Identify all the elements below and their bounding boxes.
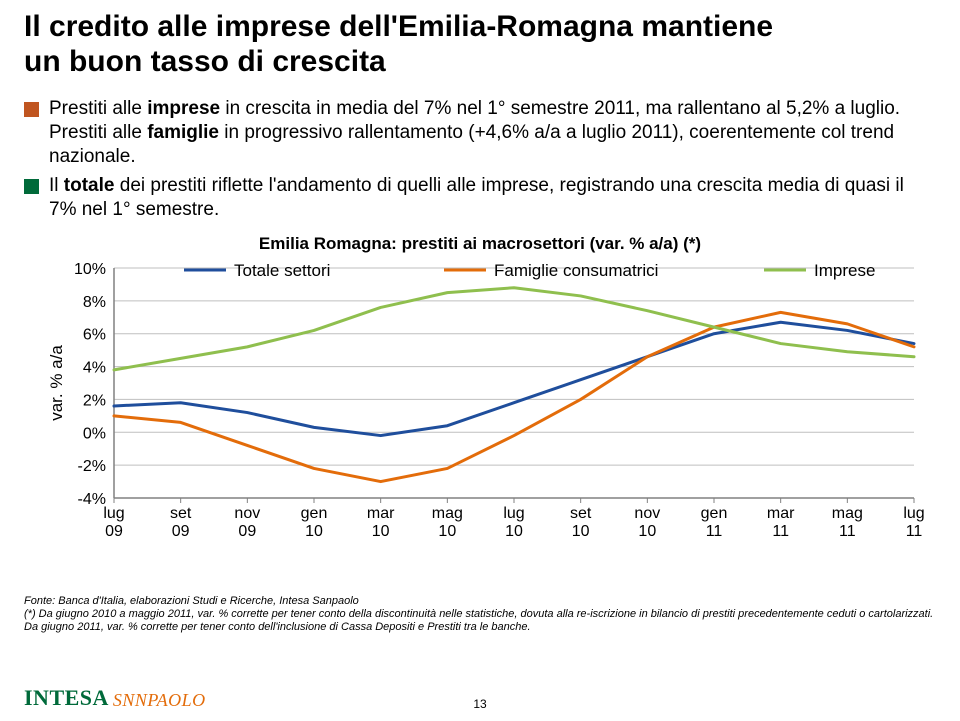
title-line-1: Il credito alle imprese dell'Emilia-Roma… — [24, 10, 773, 43]
svg-text:var. % a/a: var. % a/a — [47, 344, 66, 420]
chart-title: Emilia Romagna: prestiti ai macrosettori… — [24, 234, 936, 254]
svg-text:10: 10 — [372, 523, 390, 540]
svg-text:6%: 6% — [83, 326, 106, 343]
svg-text:mag: mag — [432, 505, 463, 522]
svg-text:gen: gen — [701, 505, 728, 522]
title-line-2: un buon tasso di crescita — [24, 45, 386, 78]
bullet-item: Il totale dei prestiti riflette l'andame… — [24, 174, 936, 222]
svg-text:mar: mar — [767, 505, 795, 522]
bullet-text: Prestiti alle imprese in crescita in med… — [49, 97, 936, 168]
chart-container: -4%-2%0%2%4%6%8%10%lug09set09nov09gen10m… — [34, 258, 934, 589]
svg-text:10%: 10% — [74, 261, 106, 278]
svg-text:11: 11 — [906, 523, 923, 540]
slide-title: Il credito alle imprese dell'Emilia-Roma… — [24, 10, 936, 79]
svg-text:09: 09 — [238, 523, 256, 540]
page-number: 13 — [473, 697, 486, 711]
svg-text:10: 10 — [438, 523, 456, 540]
svg-text:4%: 4% — [83, 359, 106, 376]
svg-text:nov: nov — [234, 505, 260, 522]
svg-text:lug: lug — [903, 505, 924, 522]
logo-part-2: SNNPAOLO — [113, 690, 206, 711]
bullet-square-icon — [24, 179, 39, 194]
svg-text:set: set — [170, 505, 192, 522]
svg-text:Imprese: Imprese — [814, 261, 875, 280]
line-chart: -4%-2%0%2%4%6%8%10%lug09set09nov09gen10m… — [34, 258, 934, 584]
footnote: Fonte: Banca d'Italia, elaborazioni Stud… — [24, 595, 936, 635]
svg-text:10: 10 — [505, 523, 523, 540]
svg-text:mag: mag — [832, 505, 863, 522]
svg-text:10: 10 — [638, 523, 656, 540]
svg-text:09: 09 — [105, 523, 123, 540]
svg-text:lug: lug — [503, 505, 524, 522]
svg-text:Famiglie consumatrici: Famiglie consumatrici — [494, 261, 658, 280]
svg-text:11: 11 — [772, 523, 789, 540]
svg-text:11: 11 — [706, 523, 723, 540]
svg-text:2%: 2% — [83, 392, 106, 409]
footnote-source: Fonte: Banca d'Italia, elaborazioni Stud… — [24, 595, 936, 608]
bullet-square-icon — [24, 102, 39, 117]
svg-text:gen: gen — [301, 505, 328, 522]
svg-text:09: 09 — [172, 523, 190, 540]
svg-text:-4%: -4% — [78, 491, 106, 508]
svg-text:mar: mar — [367, 505, 395, 522]
svg-text:0%: 0% — [83, 425, 106, 442]
svg-text:Totale settori: Totale settori — [234, 261, 330, 280]
svg-text:10: 10 — [572, 523, 590, 540]
footnote-detail: (*) Da giugno 2010 a maggio 2011, var. %… — [24, 608, 936, 634]
svg-text:nov: nov — [634, 505, 660, 522]
logo-part-1: INTESA — [24, 685, 109, 711]
svg-text:10: 10 — [305, 523, 323, 540]
bullet-text: Il totale dei prestiti riflette l'andame… — [49, 174, 936, 222]
bullet-list: Prestiti alle imprese in crescita in med… — [24, 97, 936, 222]
bullet-item: Prestiti alle imprese in crescita in med… — [24, 97, 936, 168]
svg-text:set: set — [570, 505, 592, 522]
logo: INTESA SNNPAOLO — [24, 685, 206, 711]
svg-text:11: 11 — [839, 523, 856, 540]
svg-text:8%: 8% — [83, 294, 106, 311]
svg-text:-2%: -2% — [78, 458, 106, 475]
svg-text:lug: lug — [103, 505, 124, 522]
slide: Il credito alle imprese dell'Emilia-Roma… — [0, 0, 960, 721]
